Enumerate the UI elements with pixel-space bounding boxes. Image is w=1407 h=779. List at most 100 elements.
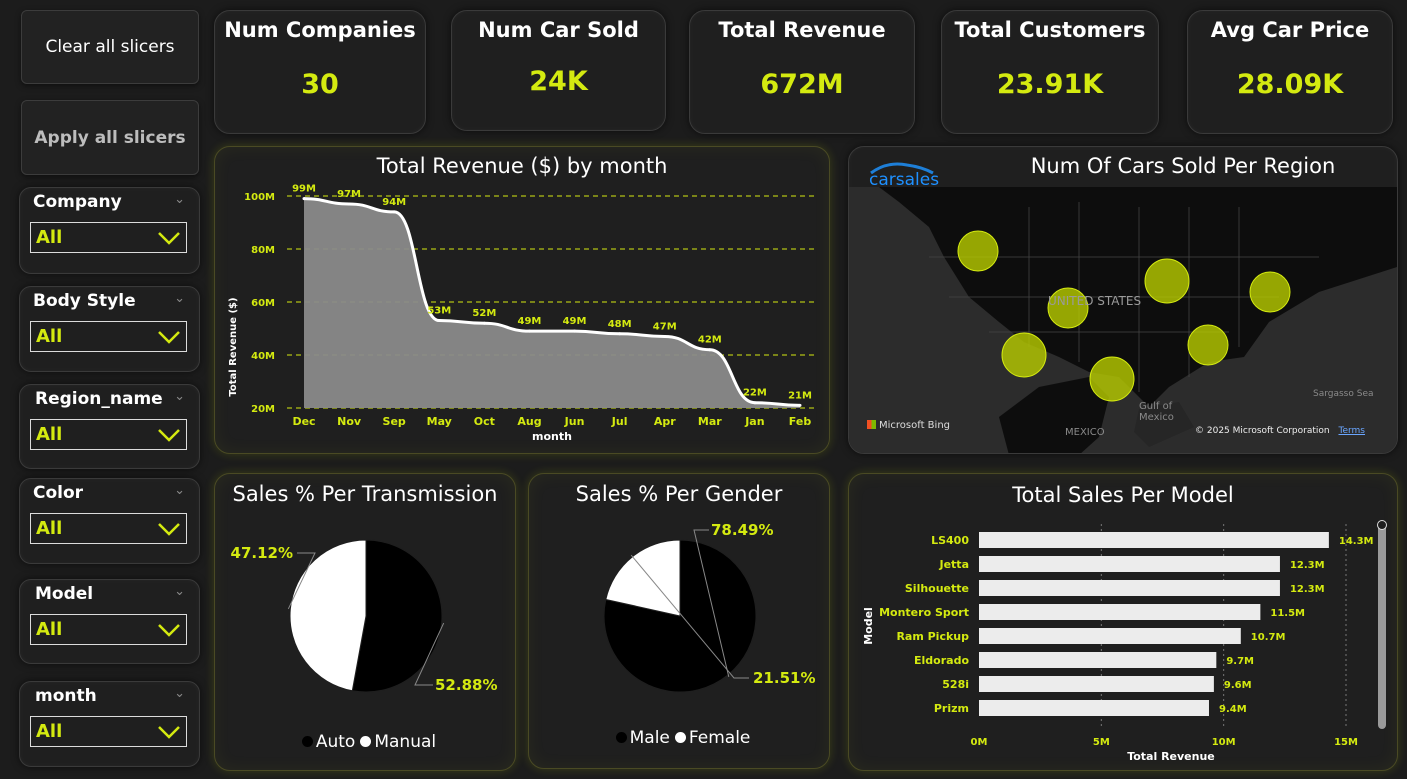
pie-data-label: 21.51% (753, 669, 815, 687)
bar-528i[interactable] (979, 676, 1214, 692)
kpi-total-customers: Total Customers 23.91K (941, 10, 1159, 134)
bar-data-label: 9.4M (1219, 704, 1247, 715)
scrollbar-handle[interactable] (1377, 520, 1387, 530)
map-canvas[interactable] (849, 147, 1398, 454)
chevron-down-icon (158, 523, 180, 536)
chevron-down-icon[interactable]: ⌄ (174, 192, 185, 207)
region-bubble[interactable] (1187, 324, 1229, 366)
bar-silhouette[interactable] (979, 580, 1280, 596)
x-tick-label: Aug (517, 415, 541, 428)
carsales-logo: carsales (867, 159, 939, 190)
model-dropdown[interactable]: All (30, 614, 187, 645)
bar-data-label: 12.3M (1290, 584, 1325, 595)
x-tick-label: 0M (971, 737, 988, 748)
legend-label: Manual (374, 732, 437, 752)
chevron-down-icon[interactable]: ⌄ (174, 291, 185, 306)
data-point[interactable] (753, 401, 757, 405)
data-label: 52M (472, 308, 496, 319)
clear-slicers-button[interactable]: Clear all slicers (21, 10, 199, 84)
x-tick-label: Sep (383, 415, 406, 428)
chevron-down-icon[interactable]: ⌄ (174, 483, 185, 498)
area-fill (304, 198, 800, 408)
dropdown-value: All (36, 518, 63, 539)
pie-slice-auto[interactable] (351, 539, 443, 693)
bar-ls400[interactable] (979, 532, 1329, 548)
scrollbar[interactable] (1378, 524, 1386, 729)
x-axis-label: month (532, 430, 572, 443)
x-tick-label: Apr (654, 415, 676, 428)
region-bubble[interactable] (1144, 258, 1190, 304)
region-bubble[interactable] (1089, 356, 1135, 402)
map-label-sea: Sargasso Sea (1313, 389, 1374, 399)
terms-link[interactable]: Terms (1338, 426, 1365, 436)
bar-jetta[interactable] (979, 556, 1280, 572)
chevron-down-icon[interactable]: ⌄ (174, 389, 185, 404)
bar-ram-pickup[interactable] (979, 628, 1241, 644)
data-label: 21M (788, 390, 812, 401)
copyright-text: © 2025 Microsoft Corporation (1195, 426, 1330, 436)
bar-prizm[interactable] (979, 700, 1209, 716)
y-tick-label: 528i (942, 678, 969, 691)
apply-slicers-button[interactable]: Apply all slicers (21, 100, 199, 175)
pie-slice-manual[interactable] (289, 539, 367, 692)
data-point[interactable] (347, 202, 351, 206)
region-bubble[interactable] (1047, 287, 1089, 329)
region-bubble[interactable] (1249, 271, 1291, 313)
y-tick-label: 20M (251, 404, 275, 415)
kpi-num-car-sold: Num Car Sold 24K (451, 10, 666, 131)
transmission-pie-chart: 52.88% 47.12% (231, 539, 497, 694)
data-point[interactable] (798, 403, 802, 407)
data-point[interactable] (302, 197, 306, 201)
data-point[interactable] (527, 329, 531, 333)
kpi-title: Avg Car Price (1210, 18, 1370, 42)
slicer-label: Body Style (33, 291, 136, 311)
legend-swatch-female (674, 732, 686, 743)
kpi-title: Num Car Sold (478, 18, 639, 42)
data-point[interactable] (618, 332, 622, 336)
bar-data-label: 11.5M (1270, 608, 1305, 619)
data-point[interactable] (708, 348, 712, 352)
transmission-legend: Auto Manual (215, 732, 515, 752)
legend-label: Auto (315, 732, 356, 752)
legend-swatch-manual (360, 736, 372, 747)
dropdown-value: All (36, 227, 63, 248)
chart-title: Total Sales Per Model (1012, 483, 1234, 507)
data-point[interactable] (392, 210, 396, 214)
dropdown-value: All (36, 424, 63, 445)
body-style-dropdown[interactable]: All (30, 321, 187, 352)
kpi-value: 24K (529, 66, 588, 97)
bar-eldorado[interactable] (979, 652, 1217, 668)
month-dropdown[interactable]: All (30, 716, 187, 747)
data-point[interactable] (482, 321, 486, 325)
kpi-value: 28.09K (1236, 69, 1344, 100)
chevron-down-icon[interactable]: ⌄ (174, 584, 185, 599)
color-dropdown[interactable]: All (30, 513, 187, 544)
region-bubble[interactable] (957, 230, 999, 272)
chevron-down-icon (158, 429, 180, 442)
region-dropdown[interactable]: All (30, 419, 187, 450)
data-label: 42M (698, 335, 722, 346)
data-point[interactable] (573, 329, 577, 333)
chart-title: Sales % Per Transmission (232, 482, 498, 506)
bing-attribution: Microsoft Bing (867, 420, 950, 431)
y-tick-label: Silhouette (905, 582, 969, 595)
y-axis-label: Model (862, 607, 875, 645)
region-bubble[interactable] (1001, 332, 1047, 378)
company-dropdown[interactable]: All (30, 222, 187, 253)
data-label: 99M (292, 184, 316, 195)
bar-montero-sport[interactable] (979, 604, 1261, 620)
bar-data-label: 12.3M (1290, 560, 1325, 571)
x-tick-label: 10M (1212, 737, 1236, 748)
chevron-down-icon[interactable]: ⌄ (174, 686, 185, 701)
x-tick-label: Oct (474, 415, 495, 428)
slicer-body-style: Body Style ⌄ All (19, 286, 200, 372)
y-tick-label: Ram Pickup (896, 630, 969, 643)
data-point[interactable] (663, 334, 667, 338)
y-tick-label: Prizm (934, 702, 969, 715)
car-icon (870, 162, 934, 175)
chevron-down-icon (158, 331, 180, 344)
kpi-value: 672M (760, 69, 844, 100)
data-point[interactable] (437, 319, 441, 323)
chevron-down-icon (158, 726, 180, 739)
pie-data-label: 47.12% (231, 544, 293, 562)
